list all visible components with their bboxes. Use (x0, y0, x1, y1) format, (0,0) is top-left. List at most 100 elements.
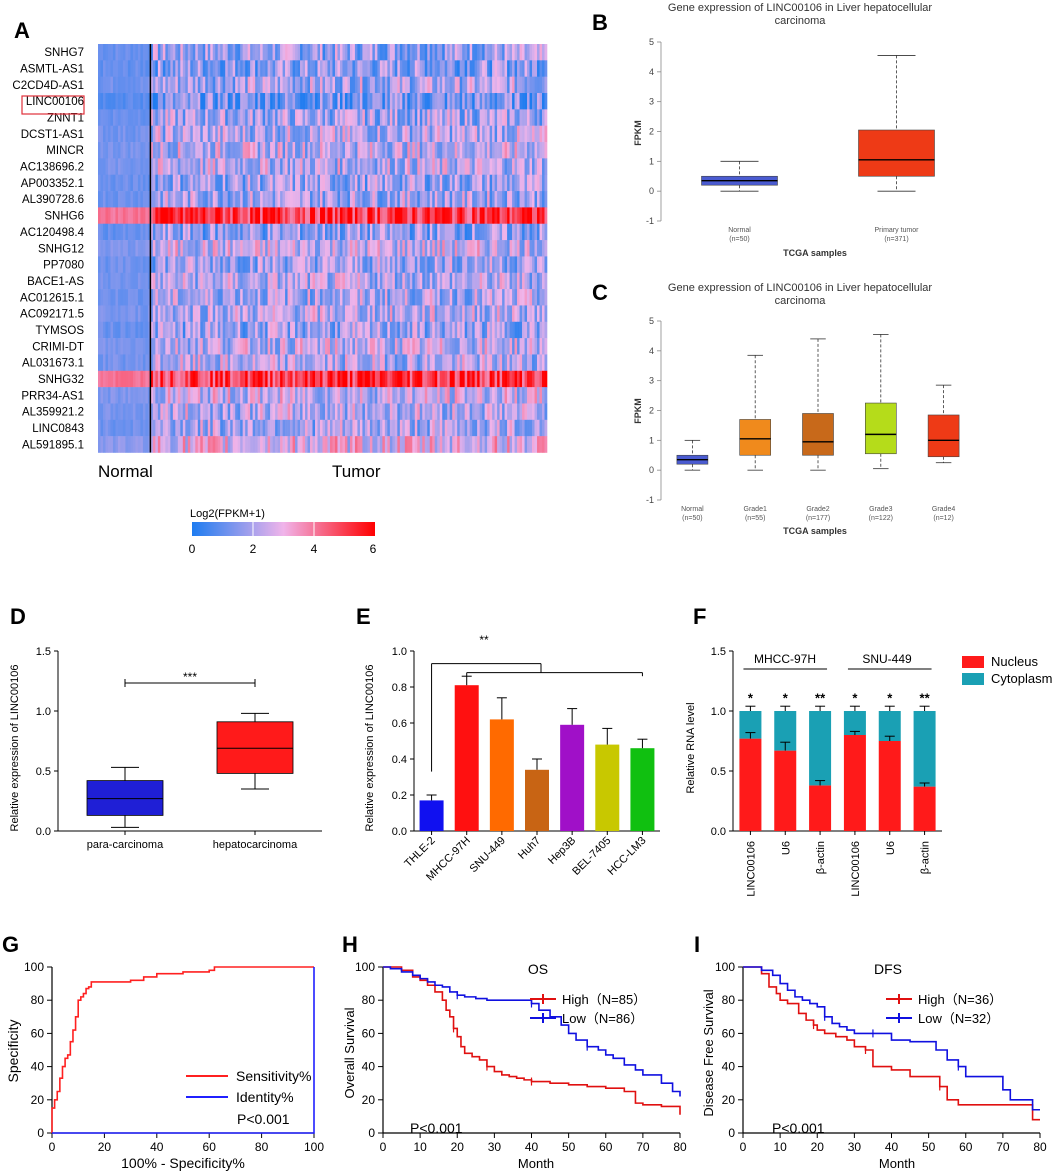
heatmap-cell (272, 191, 276, 208)
heatmap-cell (459, 240, 463, 257)
heatmap-cell (479, 370, 483, 388)
heatmap-row-label: SNHG7 (44, 47, 84, 59)
heatmap-cell (354, 321, 358, 339)
heatmap-cell (504, 93, 508, 110)
heatmap-cell (205, 338, 209, 355)
heatmap-cell (262, 272, 266, 290)
heatmap-cell (285, 338, 288, 355)
heatmap-cell (499, 191, 503, 208)
heatmap-cell (529, 60, 533, 77)
heatmap-cell (394, 109, 398, 126)
heatmap-cell (247, 109, 251, 126)
heatmap-cell (255, 403, 258, 421)
heatmap-cell (347, 403, 351, 421)
heatmap-cell (499, 158, 503, 176)
heatmap-cell (494, 370, 498, 388)
heatmap-cell (105, 436, 109, 453)
heatmap-cell (275, 240, 278, 257)
heatmap-cell (117, 338, 121, 355)
heatmap-cell (320, 403, 323, 421)
heatmap-cell (409, 240, 413, 257)
heatmap-cell (255, 240, 258, 257)
heatmap-cell (537, 338, 540, 355)
heatmap-cell (265, 321, 268, 339)
heatmap-cell (232, 44, 236, 61)
heatmap-cell (172, 321, 176, 339)
heatmap-cell (240, 338, 243, 355)
heatmap-cell (387, 354, 391, 372)
heatmap-cell (245, 321, 248, 339)
heatmap-cell (282, 403, 286, 421)
heatmap-cell (280, 125, 283, 143)
y-tick-label: 60 (31, 1026, 45, 1040)
heatmap-cell (215, 76, 219, 94)
heatmap-cell (220, 256, 224, 274)
heatmap-cell (414, 174, 418, 192)
heatmap-cell (160, 240, 164, 257)
heatmap-cell (275, 207, 278, 225)
heatmap-cell (127, 403, 131, 421)
heatmap-cell (327, 321, 331, 339)
heatmap-cell (392, 436, 396, 453)
heatmap-cell (262, 142, 266, 159)
heatmap-cell (452, 240, 455, 257)
heatmap-cell (230, 305, 233, 323)
heatmap-cell (339, 142, 343, 159)
heatmap-cell (487, 289, 490, 306)
heatmap-cell (182, 256, 186, 274)
heatmap-cell (434, 158, 438, 176)
heatmap-cell (524, 419, 528, 437)
heatmap-cell (277, 321, 281, 339)
heatmap-cell (177, 305, 181, 323)
heatmap-cell (262, 338, 266, 355)
heatmap-cell (110, 338, 114, 355)
heatmap-cell (427, 207, 431, 225)
heatmap-cell (270, 158, 273, 176)
heatmap-cell (110, 93, 114, 110)
heatmap-cell (120, 436, 124, 453)
heatmap-cell (459, 256, 463, 274)
heatmap-cell (182, 44, 186, 61)
heatmap-cell (207, 142, 211, 159)
y-tick-label: 0.8 (392, 682, 407, 694)
heatmap-cell (177, 256, 181, 274)
heatmap-cell (339, 174, 343, 192)
heatmap-cell (339, 93, 343, 110)
heatmap-cell (277, 223, 281, 241)
heatmap-cell (312, 76, 316, 94)
heatmap-cell (115, 191, 119, 208)
heatmap-cell (412, 223, 416, 241)
heatmap-cell (359, 370, 363, 388)
heatmap-cell (130, 240, 134, 257)
heatmap-cell (130, 419, 134, 437)
heatmap-cell (197, 142, 201, 159)
heatmap-cell (177, 125, 181, 143)
heatmap-cell (195, 44, 199, 61)
heatmap-cell (277, 370, 281, 388)
panel-b-title-line2: carcinoma (775, 15, 827, 27)
heatmap-cell (320, 240, 323, 257)
heatmap-cell (454, 142, 458, 159)
heatmap-cell (462, 207, 465, 225)
heatmap-cell (359, 436, 363, 453)
heatmap-cell (439, 93, 443, 110)
heatmap-cell (192, 354, 196, 372)
heatmap-cell (517, 419, 520, 437)
heatmap-cell (285, 370, 288, 388)
heatmap-cell (147, 158, 151, 176)
heatmap-cell (487, 109, 490, 126)
heatmap-cell (112, 93, 116, 110)
heatmap-cell (527, 289, 530, 306)
heatmap-cell (292, 305, 296, 323)
heatmap-cell (215, 272, 219, 290)
heatmap-cell (317, 174, 321, 192)
heatmap-cell (417, 44, 421, 61)
heatmap-cell (334, 338, 338, 355)
heatmap-cell (200, 223, 204, 241)
heatmap-cell (487, 272, 490, 290)
heatmap-cell (257, 158, 261, 176)
heatmap-cell (195, 419, 199, 437)
heatmap-cell (377, 387, 381, 404)
heatmap-cell (414, 305, 418, 323)
heatmap-cell (227, 419, 231, 437)
